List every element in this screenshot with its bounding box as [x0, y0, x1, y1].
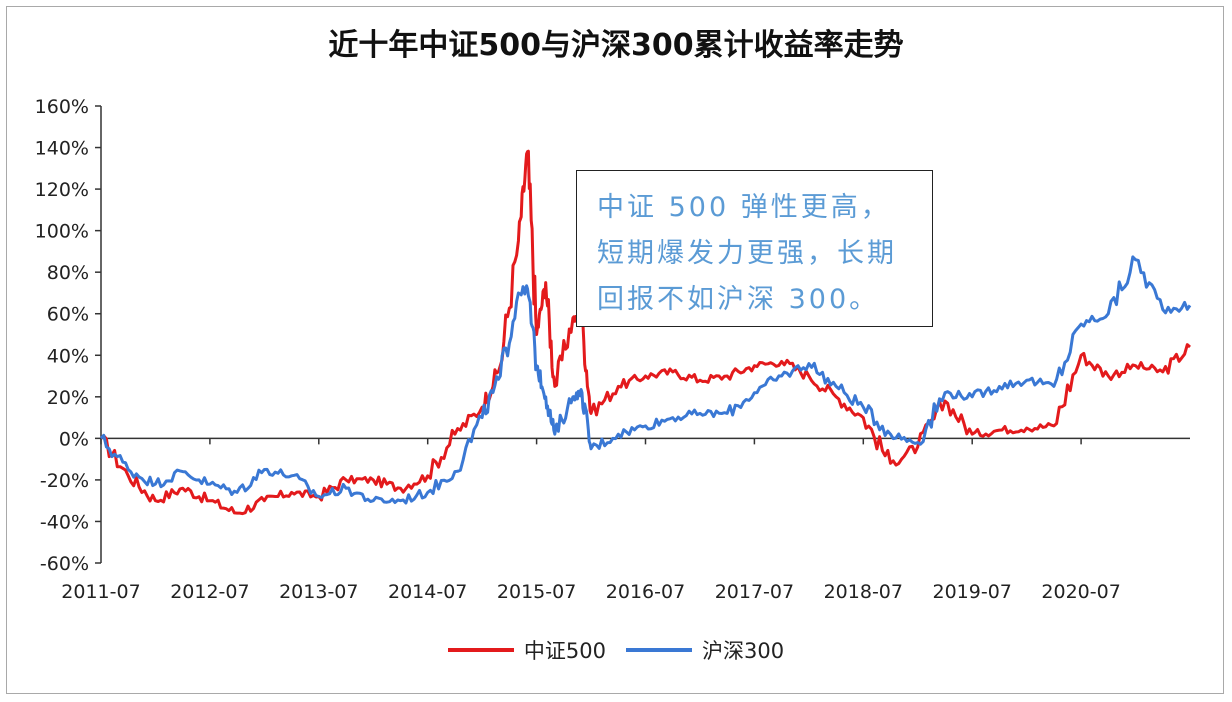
- chart-frame: [6, 6, 1224, 694]
- y-tick-label: 140%: [35, 138, 89, 160]
- x-tick-label: 2015-07: [497, 581, 576, 603]
- x-tick-label: 2017-07: [715, 581, 794, 603]
- x-tick-label: 2019-07: [933, 581, 1012, 603]
- legend-label-csi300: 沪深300: [702, 639, 785, 663]
- y-tick-label: 160%: [35, 96, 89, 118]
- series-layer: [99, 149, 1192, 516]
- legend-item-csi500: 中证500: [447, 635, 606, 665]
- y-tick-label: 120%: [35, 179, 89, 201]
- y-tick-label: 80%: [47, 262, 89, 284]
- y-tick-label: -20%: [40, 470, 89, 492]
- y-tick-label: 40%: [47, 345, 89, 367]
- legend-swatch-csi300: [626, 648, 692, 652]
- y-tick-label: 100%: [35, 221, 89, 243]
- y-tick-label: 0%: [59, 428, 89, 450]
- y-tick-label: -60%: [40, 553, 89, 575]
- chart-title: 近十年中证500与沪深300累计收益率走势: [328, 28, 904, 63]
- x-tick-label: 2014-07: [388, 581, 467, 603]
- series-line-csi500: [99, 149, 1191, 516]
- x-tick-label: 2016-07: [606, 581, 685, 603]
- y-tick-label: 60%: [47, 304, 89, 326]
- x-tick-label: 2020-07: [1041, 581, 1120, 603]
- tick-labels: -60% -40% -20% 0% 20% 40% 60% 80% 100% 120% 140% 16…: [35, 96, 1121, 603]
- annotation-box: 中证 500 弹性更高，短期爆发力更强，长期回报不如沪深 300。: [576, 170, 933, 327]
- x-tick-label: 2013-07: [279, 581, 358, 603]
- series-line-csi300: [99, 255, 1192, 505]
- chart-axes: [95, 105, 1190, 564]
- y-tick-label: -40%: [40, 511, 89, 533]
- x-tick-label: 2011-07: [61, 581, 140, 603]
- legend-label-csi500: 中证500: [523, 639, 606, 663]
- y-tick-label: 20%: [47, 387, 89, 409]
- x-tick-label: 2018-07: [824, 581, 903, 603]
- legend: 中证500 沪深300: [0, 635, 1232, 665]
- x-tick-label: 2012-07: [170, 581, 249, 603]
- annotation-text: 中证 500 弹性更高，短期爆发力更强，长期回报不如沪深 300。: [597, 192, 897, 315]
- legend-swatch-csi500: [447, 648, 514, 652]
- legend-item-csi300: 沪深300: [626, 635, 784, 665]
